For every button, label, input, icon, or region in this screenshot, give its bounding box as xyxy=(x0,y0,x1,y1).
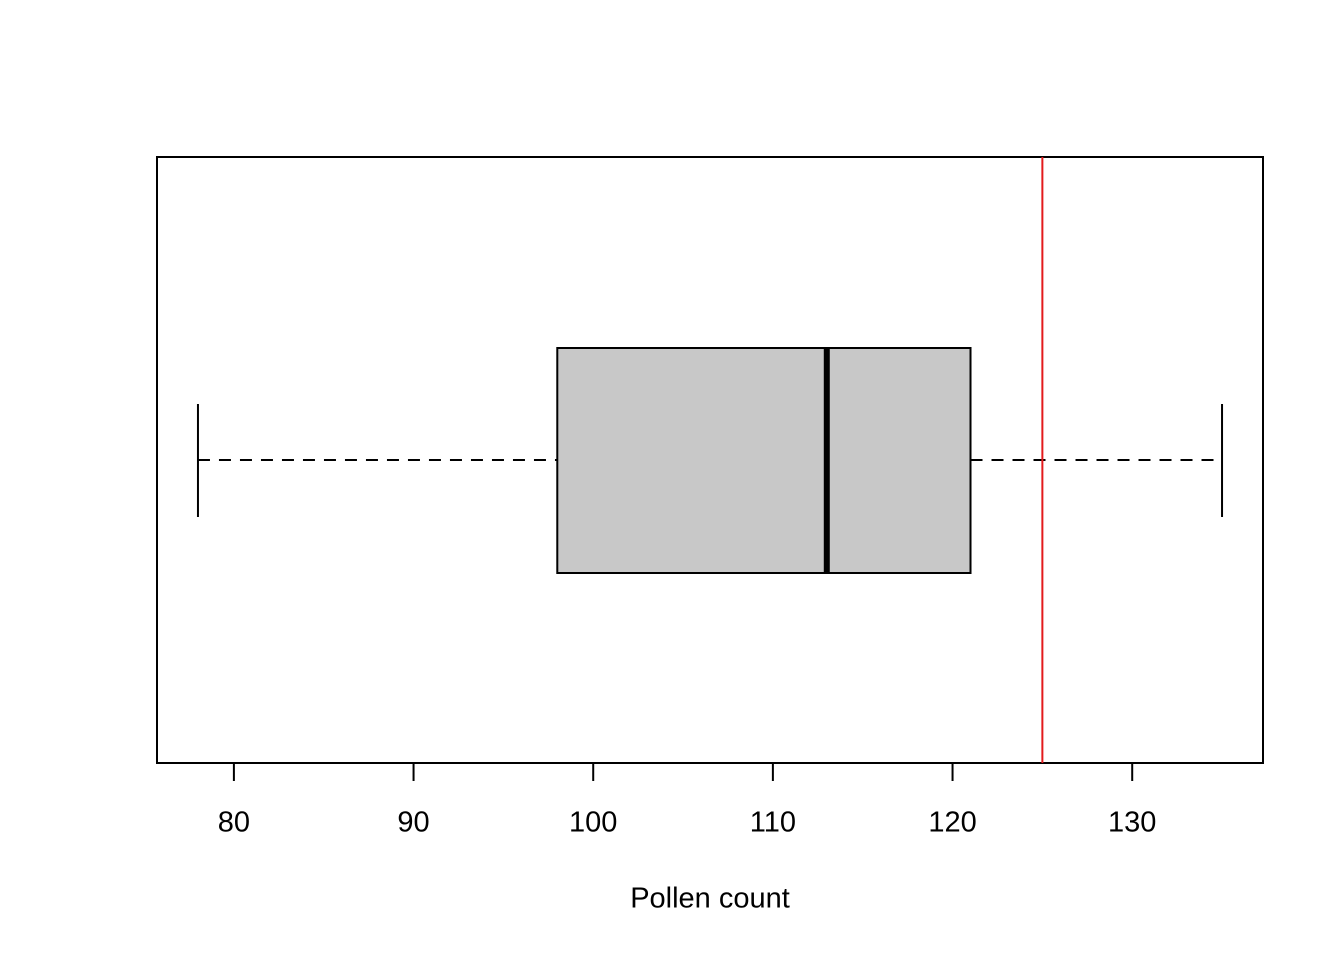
x-tick-label: 90 xyxy=(397,807,429,839)
box xyxy=(556,347,972,574)
x-tick-label: 130 xyxy=(1108,807,1156,839)
x-tick-label: 110 xyxy=(750,807,796,839)
x-axis-label: Pollen count xyxy=(630,883,790,915)
x-tick-label: 100 xyxy=(569,807,617,839)
x-tick-label: 120 xyxy=(928,807,976,839)
x-tick-label: 80 xyxy=(218,807,250,839)
